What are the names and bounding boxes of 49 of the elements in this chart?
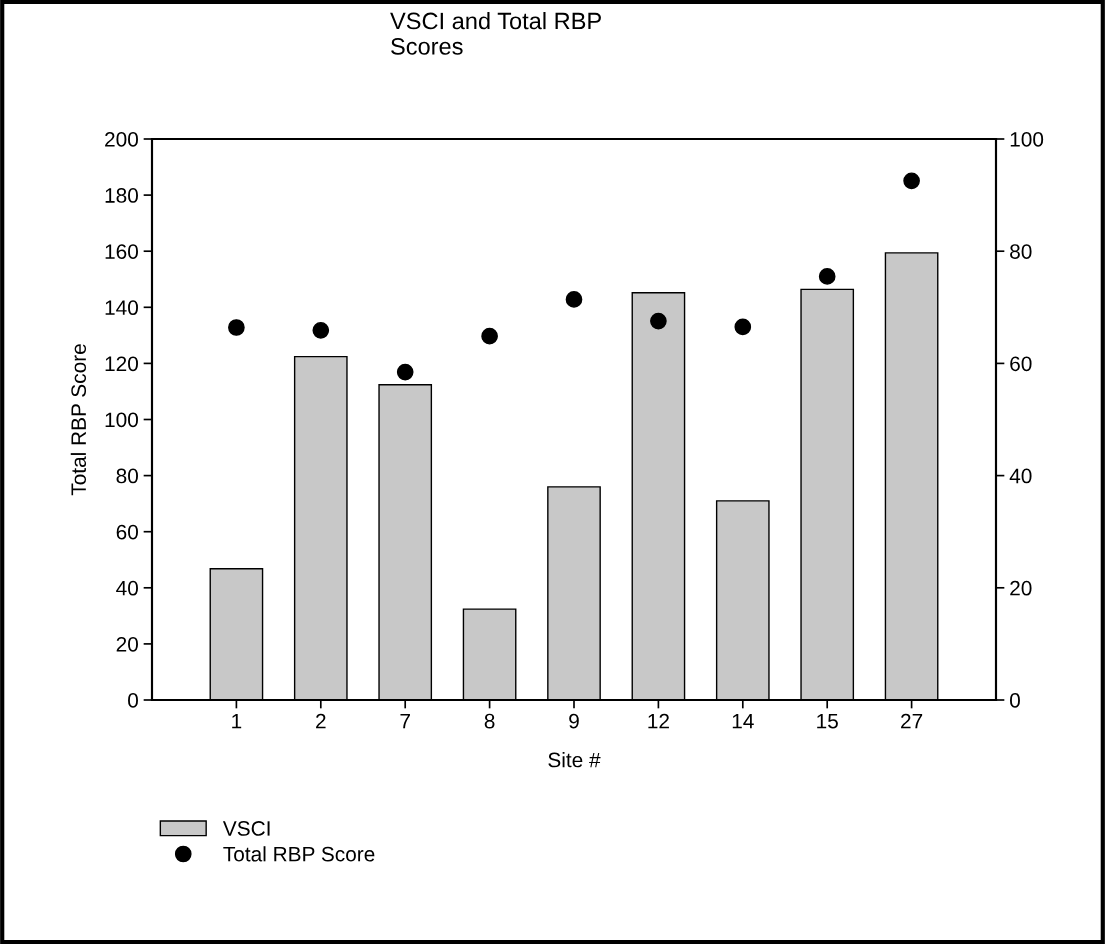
x-tick-label: 15 — [817, 713, 838, 729]
y-axis-title: Total RBP Score — [70, 344, 87, 496]
legend-label: VSCI — [222, 821, 270, 836]
point — [312, 321, 330, 339]
legend-label: Total RBP Score — [223, 846, 375, 862]
point — [396, 363, 414, 381]
x-tick-label: 12 — [648, 713, 669, 729]
bar — [800, 288, 855, 700]
point — [818, 268, 836, 285]
y-tick-label: 140 — [105, 300, 138, 316]
x-tick-label: 2 — [316, 713, 326, 729]
bar — [209, 568, 264, 700]
chart-title: VSCI and Total RBP Scores — [390, 12, 601, 55]
y2-tick-label: 0 — [1010, 693, 1020, 708]
y2-tick-label: 80 — [1010, 244, 1032, 259]
y-tick-label: 160 — [105, 244, 138, 259]
y-tick-label: 20 — [116, 636, 138, 652]
point — [481, 327, 498, 345]
point — [228, 319, 245, 336]
bar — [631, 292, 686, 700]
y-tick-label: 100 — [105, 412, 138, 428]
x-tick-label: 27 — [901, 713, 923, 729]
y2-tick-label: 100 — [1010, 132, 1044, 147]
y2-tick-label: 40 — [1009, 468, 1032, 484]
y-tick-label: 120 — [105, 356, 138, 372]
bar — [884, 252, 939, 700]
x-axis-title: Site # — [548, 752, 601, 768]
bar — [378, 384, 433, 700]
y2-tick-label: 20 — [1010, 580, 1032, 596]
bar — [715, 500, 770, 700]
y-tick-label: 80 — [116, 468, 138, 484]
y-tick-label: 40 — [116, 580, 138, 596]
x-tick-label: 14 — [732, 713, 754, 729]
point — [650, 312, 667, 330]
point — [734, 318, 752, 336]
bar — [547, 486, 601, 700]
y-tick-label: 200 — [105, 132, 138, 147]
y-tick-label: 180 — [105, 188, 138, 203]
x-tick-label: 1 — [232, 713, 242, 729]
point — [903, 172, 920, 190]
x-tick-label: 8 — [484, 713, 495, 729]
bar — [293, 355, 348, 700]
y-tick-label: 0 — [128, 693, 138, 708]
y-tick-label: 60 — [116, 524, 138, 540]
point — [565, 291, 583, 308]
x-tick-label: 9 — [569, 713, 579, 729]
x-tick-label: 7 — [400, 713, 410, 729]
bar — [462, 608, 517, 700]
y2-tick-label: 60 — [1010, 356, 1032, 372]
